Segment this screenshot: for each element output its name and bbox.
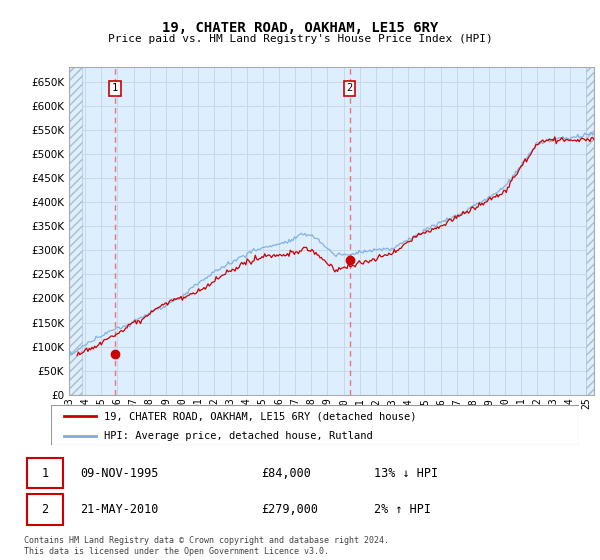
- Text: HPI: Average price, detached house, Rutland: HPI: Average price, detached house, Rutl…: [104, 431, 373, 441]
- Text: 19, CHATER ROAD, OAKHAM, LE15 6RY: 19, CHATER ROAD, OAKHAM, LE15 6RY: [162, 21, 438, 35]
- Text: 1: 1: [112, 83, 118, 94]
- Text: 19, CHATER ROAD, OAKHAM, LE15 6RY (detached house): 19, CHATER ROAD, OAKHAM, LE15 6RY (detac…: [104, 411, 416, 421]
- FancyBboxPatch shape: [51, 405, 579, 445]
- Text: 09-NOV-1995: 09-NOV-1995: [80, 466, 159, 480]
- FancyBboxPatch shape: [27, 458, 64, 488]
- Text: Contains HM Land Registry data © Crown copyright and database right 2024.
This d: Contains HM Land Registry data © Crown c…: [24, 536, 389, 556]
- Text: 2: 2: [41, 503, 49, 516]
- Text: Price paid vs. HM Land Registry's House Price Index (HPI): Price paid vs. HM Land Registry's House …: [107, 34, 493, 44]
- Text: 2% ↑ HPI: 2% ↑ HPI: [374, 503, 431, 516]
- Text: 2: 2: [347, 83, 353, 94]
- Text: £279,000: £279,000: [261, 503, 318, 516]
- Text: 1: 1: [41, 466, 49, 480]
- Text: £84,000: £84,000: [261, 466, 311, 480]
- Text: 13% ↓ HPI: 13% ↓ HPI: [374, 466, 438, 480]
- Text: 21-MAY-2010: 21-MAY-2010: [80, 503, 159, 516]
- FancyBboxPatch shape: [27, 494, 64, 525]
